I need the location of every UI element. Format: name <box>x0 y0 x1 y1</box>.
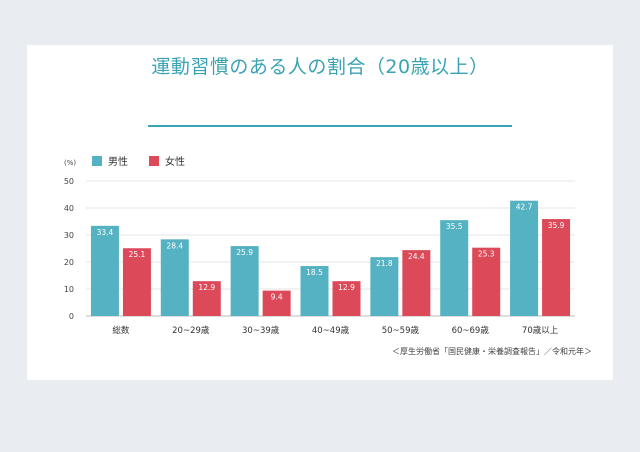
bar <box>542 219 571 316</box>
x-tick-label: 70歳以上 <box>522 325 559 336</box>
data-label: 18.5 <box>306 268 323 277</box>
bar <box>440 220 469 316</box>
data-label: 25.1 <box>129 250 146 259</box>
bar <box>160 239 189 316</box>
x-tick-label: 40~49歳 <box>312 325 350 336</box>
legend-label: 男性 <box>108 155 128 168</box>
title-underline <box>148 125 512 127</box>
data-label: 24.4 <box>408 252 425 261</box>
bar <box>230 246 259 316</box>
data-label: 33.4 <box>97 228 114 237</box>
bar <box>262 290 291 316</box>
data-label: 12.9 <box>198 283 215 292</box>
bar <box>402 250 431 316</box>
bar <box>472 247 501 316</box>
bar <box>90 225 119 316</box>
y-tick-label: 20 <box>64 258 74 267</box>
data-label: 12.9 <box>338 283 355 292</box>
bar <box>332 281 361 316</box>
data-label: 42.7 <box>516 203 533 212</box>
y-unit-label: (%) <box>64 159 76 167</box>
legend-label: 女性 <box>165 155 185 168</box>
data-label: 9.4 <box>271 293 283 302</box>
legend-swatch <box>149 156 159 166</box>
y-tick-label: 10 <box>64 285 74 294</box>
data-label: 28.4 <box>166 241 183 250</box>
data-label: 25.9 <box>236 248 253 257</box>
x-tick-label: 20~29歳 <box>172 325 210 336</box>
x-tick-label: 総数 <box>112 325 130 336</box>
bar <box>192 281 221 316</box>
bar <box>510 200 539 316</box>
x-tick-label: 60~69歳 <box>452 325 490 336</box>
data-label: 35.9 <box>548 221 565 230</box>
data-label: 21.8 <box>376 259 393 268</box>
legend-swatch <box>92 156 102 166</box>
bar <box>122 248 151 316</box>
x-tick-label: 30~39歳 <box>242 325 280 336</box>
x-tick-label: 50~59歳 <box>382 325 420 336</box>
y-tick-label: 50 <box>64 177 74 186</box>
data-label: 35.5 <box>446 222 463 231</box>
source-note: ＜厚生労働省「国民健康・栄養調査報告」／令和元年＞ <box>392 347 592 356</box>
bar <box>300 266 329 316</box>
y-tick-label: 0 <box>69 312 74 321</box>
chart-title: 運動習慣のある人の割合（20歳以上） <box>151 56 489 78</box>
bar <box>370 257 399 316</box>
y-tick-label: 30 <box>64 231 74 240</box>
y-tick-label: 40 <box>64 204 74 213</box>
data-label: 25.3 <box>478 250 495 259</box>
